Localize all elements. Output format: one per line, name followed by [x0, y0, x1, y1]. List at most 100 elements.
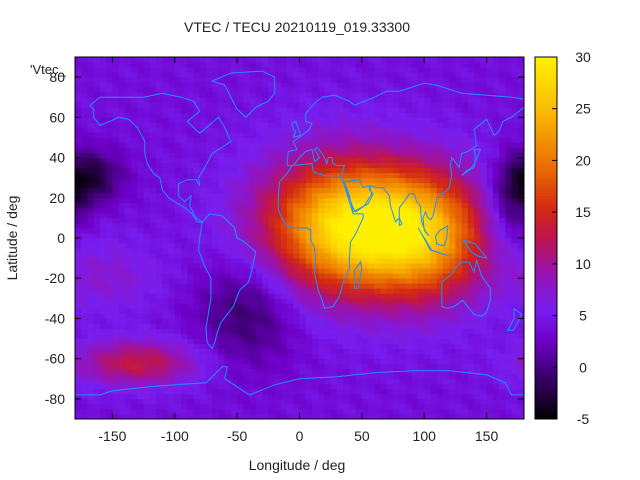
- heatmap-cell: [99, 383, 107, 390]
- heatmap-cell: [106, 373, 113, 380]
- heatmap-cell: [243, 142, 251, 148]
- heatmap-cell: [106, 147, 113, 153]
- heatmap-cell: [106, 177, 113, 184]
- heatmap-cell: [480, 157, 487, 163]
- heatmap-cell: [218, 217, 226, 224]
- heatmap-cell: [156, 268, 163, 274]
- heatmap-cell: [156, 197, 163, 204]
- heatmap-cell: [218, 398, 226, 405]
- heatmap-cell: [393, 102, 400, 108]
- heatmap-cell: [305, 217, 313, 224]
- heatmap-cell: [143, 97, 151, 103]
- heatmap-cell: [87, 232, 95, 239]
- heatmap-cell: [237, 137, 244, 143]
- heatmap-cell: [455, 137, 463, 143]
- heatmap-cell: [467, 373, 475, 380]
- heatmap-cell: [131, 202, 138, 209]
- heatmap-cell: [349, 383, 357, 390]
- heatmap-cell: [249, 288, 257, 294]
- heatmap-cell: [380, 393, 388, 400]
- heatmap-cell: [199, 343, 207, 350]
- heatmap-cell: [499, 232, 506, 239]
- heatmap-cell: [118, 162, 126, 169]
- heatmap-cell: [349, 137, 357, 143]
- heatmap-cell: [99, 72, 107, 78]
- heatmap-cell: [492, 202, 500, 209]
- heatmap-cell: [361, 142, 369, 148]
- heatmap-cell: [411, 132, 419, 138]
- heatmap-cell: [386, 212, 394, 219]
- heatmap-cell: [99, 278, 107, 284]
- heatmap-cell: [237, 338, 244, 344]
- heatmap-cell: [168, 227, 176, 234]
- heatmap-cell: [449, 283, 456, 289]
- heatmap-cell: [417, 187, 425, 194]
- heatmap-cell: [405, 328, 413, 334]
- heatmap-cell: [349, 212, 357, 219]
- heatmap-cell: [274, 318, 282, 324]
- heatmap-cell: [399, 408, 406, 415]
- heatmap-cell: [131, 388, 138, 395]
- heatmap-cell: [99, 122, 107, 128]
- heatmap-cell: [75, 408, 82, 415]
- heatmap-cell: [461, 137, 469, 143]
- heatmap-cell: [249, 273, 257, 279]
- heatmap-cell: [355, 413, 363, 420]
- heatmap-cell: [499, 177, 506, 184]
- heatmap-cell: [399, 167, 406, 174]
- heatmap-cell: [224, 353, 232, 360]
- heatmap-cell: [87, 353, 95, 360]
- heatmap-cell: [336, 57, 344, 63]
- heatmap-cell: [230, 97, 238, 103]
- heatmap-cell: [374, 368, 381, 375]
- heatmap-cell: [212, 323, 219, 329]
- heatmap-cell: [399, 197, 406, 204]
- heatmap-cell: [336, 77, 344, 83]
- heatmap-cell: [112, 102, 120, 108]
- heatmap-cell: [374, 192, 381, 199]
- heatmap-cell: [399, 207, 406, 214]
- heatmap-cell: [499, 238, 506, 244]
- heatmap-cell: [424, 243, 431, 249]
- heatmap-cell: [430, 313, 438, 319]
- heatmap-cell: [124, 117, 132, 123]
- heatmap-cell: [87, 77, 95, 83]
- heatmap-cell: [81, 353, 88, 360]
- heatmap-cell: [380, 253, 388, 259]
- heatmap-cell: [262, 82, 269, 88]
- heatmap-cell: [474, 283, 481, 289]
- heatmap-cell: [131, 137, 138, 143]
- heatmap-cell: [486, 313, 494, 319]
- heatmap-cell: [106, 408, 113, 415]
- heatmap-cell: [492, 318, 500, 324]
- heatmap-cell: [237, 132, 244, 138]
- heatmap-cell: [361, 137, 369, 143]
- heatmap-cell: [480, 328, 487, 334]
- heatmap-cell: [380, 147, 388, 153]
- heatmap-cell: [467, 333, 475, 339]
- heatmap-cell: [212, 142, 219, 148]
- heatmap-cell: [393, 202, 400, 209]
- heatmap-cell: [156, 263, 163, 269]
- heatmap-cell: [424, 303, 431, 309]
- heatmap-cell: [287, 102, 294, 108]
- heatmap-cell: [424, 127, 431, 133]
- heatmap-cell: [430, 353, 438, 360]
- heatmap-cell: [287, 187, 294, 194]
- heatmap-cell: [237, 227, 244, 234]
- heatmap-cell: [455, 273, 463, 279]
- heatmap-cell: [93, 147, 101, 153]
- heatmap-cell: [467, 343, 475, 350]
- heatmap-cell: [162, 393, 169, 400]
- heatmap-cell: [355, 57, 363, 63]
- heatmap-cell: [149, 87, 157, 93]
- heatmap-cell: [118, 187, 126, 194]
- heatmap-cell: [417, 182, 425, 189]
- heatmap-cell: [311, 283, 319, 289]
- heatmap-cell: [237, 127, 244, 133]
- heatmap-cell: [124, 248, 132, 254]
- heatmap-cell: [255, 152, 263, 158]
- heatmap-cell: [124, 403, 132, 410]
- heatmap-cell: [224, 303, 232, 309]
- heatmap-cell: [199, 117, 207, 123]
